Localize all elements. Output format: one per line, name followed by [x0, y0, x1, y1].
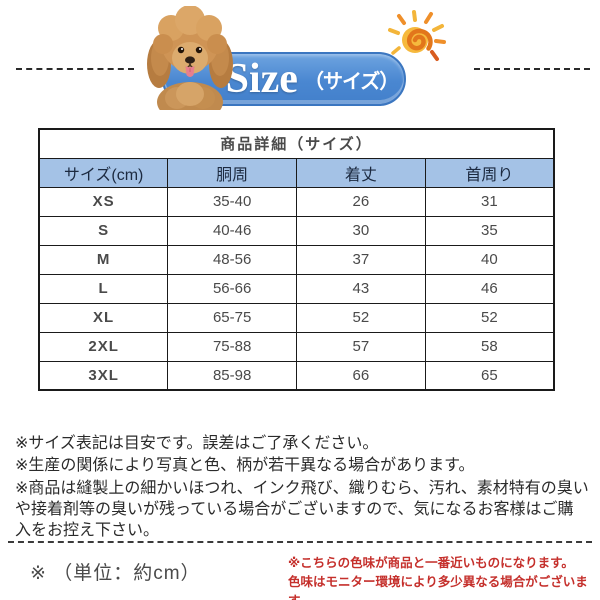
col-header-length: 着丈 [296, 157, 426, 188]
col-header-neck: 首周り [424, 157, 555, 188]
footer-dashed-divider [8, 541, 592, 543]
cell-neck: 35 [424, 215, 555, 246]
table-row: XL 65-75 52 52 [38, 302, 555, 333]
sun-icon [388, 10, 446, 61]
cell-length: 52 [296, 302, 426, 333]
cell-girth: 75-88 [167, 331, 297, 362]
cell-neck: 58 [424, 331, 555, 362]
col-header-size: サイズ(cm) [38, 157, 169, 188]
cell-girth: 65-75 [167, 302, 297, 333]
cell-girth: 48-56 [167, 244, 297, 275]
size-table: 商品詳細（サイズ） サイズ(cm) 胴周 着丈 首周り XS 35-40 26 … [38, 128, 555, 391]
cell-size: L [38, 273, 169, 304]
table-header-row: サイズ(cm) 胴周 着丈 首周り [38, 157, 555, 188]
dashed-line-right [474, 68, 590, 70]
color-disclaimer-line1: ※こちらの色味が商品と一番近いものになります。 [288, 556, 574, 570]
cell-neck: 46 [424, 273, 555, 304]
table-row: S 40-46 30 35 [38, 215, 555, 246]
cell-neck: 52 [424, 302, 555, 333]
note-line: ※サイズ表記は目安です。誤差はご了承ください。 [15, 435, 379, 452]
size-banner-subtitle: （サイズ） [303, 70, 399, 93]
note-line: ※商品は縫製上の細かいほつれ、インク飛び、織りむら、汚れ、素材特有の臭いや接着剤… [15, 479, 589, 540]
table-row: 2XL 75-88 57 58 [38, 331, 555, 362]
cell-length: 37 [296, 244, 426, 275]
cell-length: 43 [296, 273, 426, 304]
table-title-row: 商品詳細（サイズ） [38, 128, 555, 159]
table-row: M 48-56 37 40 [38, 244, 555, 275]
cell-girth: 35-40 [167, 186, 297, 217]
cell-size: 2XL [38, 331, 169, 362]
color-disclaimer-line2: 色味はモニター環境により多少異なる場合がございます。 [288, 574, 588, 600]
dashed-line-left [16, 68, 134, 70]
table-title: 商品詳細（サイズ） [38, 128, 555, 159]
disclaimer-notes: ※サイズ表記は目安です。誤差はご了承ください。 ※生産の関係により写真と色、柄が… [15, 433, 589, 542]
cell-size: XS [38, 186, 169, 217]
cell-girth: 56-66 [167, 273, 297, 304]
color-disclaimer: ※こちらの色味が商品と一番近いものになります。 色味はモニター環境により多少異な… [288, 554, 592, 600]
cell-length: 66 [296, 360, 426, 391]
cell-neck: 40 [424, 244, 555, 275]
toy-poodle-icon [147, 6, 233, 110]
cell-size: S [38, 215, 169, 246]
unit-note: ※ （単位：約cm） [30, 563, 201, 584]
cell-size: 3XL [38, 360, 169, 391]
cell-size: XL [38, 302, 169, 333]
cell-neck: 65 [424, 360, 555, 391]
cell-girth: 40-46 [167, 215, 297, 246]
note-line: ※生産の関係により写真と色、柄が若干異なる場合があります。 [15, 457, 475, 475]
col-header-girth: 胴周 [167, 157, 297, 188]
table-row: 3XL 85-98 66 65 [38, 360, 555, 391]
table-row: XS 35-40 26 31 [38, 186, 555, 217]
table-row: L 56-66 43 46 [38, 273, 555, 304]
cell-length: 26 [296, 186, 426, 217]
cell-neck: 31 [424, 186, 555, 217]
cell-length: 30 [296, 215, 426, 246]
cell-size: M [38, 244, 169, 275]
cell-length: 57 [296, 331, 426, 362]
cell-girth: 85-98 [167, 360, 297, 391]
size-banner-title: Size [225, 56, 298, 102]
